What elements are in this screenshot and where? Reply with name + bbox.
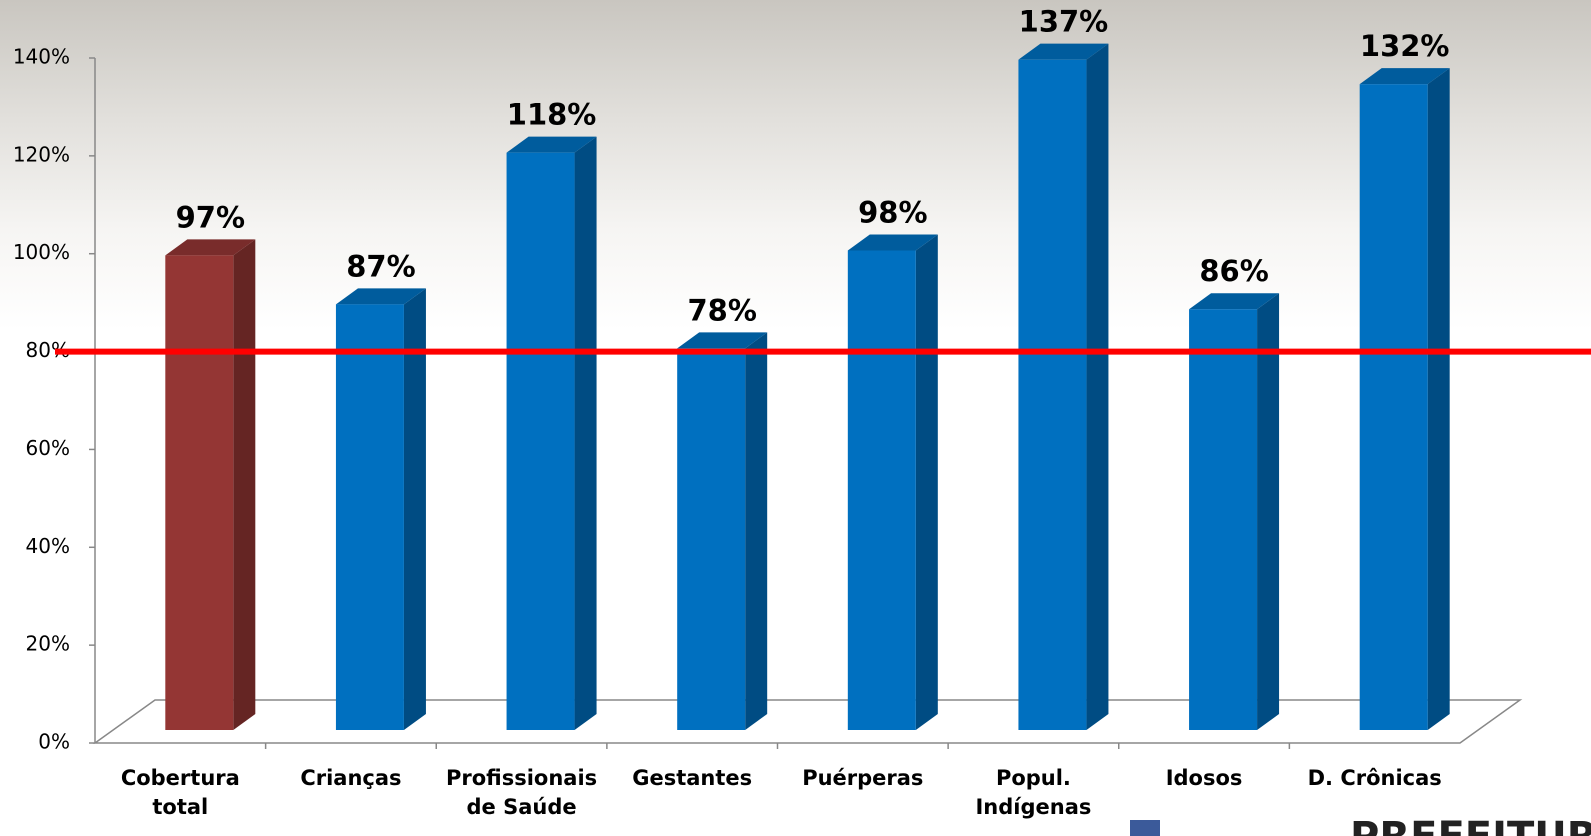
floor [92, 699, 1523, 744]
bar-side [1086, 43, 1109, 730]
y-tick-label: 120% [13, 142, 70, 166]
x-tick-label: D. Crônicas [1307, 766, 1442, 790]
bar-top [677, 332, 768, 349]
bar [847, 250, 916, 730]
value-label: 97% [176, 200, 245, 234]
bar-top [165, 239, 256, 256]
x-tick-label: Cobertura total [120, 766, 240, 819]
bar-side [233, 239, 256, 730]
bar-top [506, 136, 597, 153]
value-label: 98% [858, 196, 927, 230]
bar-top [1359, 68, 1450, 85]
value-label: 137% [1019, 5, 1109, 39]
bar-top [1018, 43, 1109, 60]
logo-mark [1130, 820, 1160, 836]
y-tick-label: 140% [13, 45, 70, 69]
bar-top [1189, 293, 1280, 310]
x-tick-label: Crianças [300, 766, 402, 790]
y-tick-label: 20% [26, 632, 70, 656]
x-tick-label: Profissionais de Saúde [445, 766, 598, 819]
value-label: 78% [687, 293, 756, 327]
bar-side [915, 234, 938, 730]
bar-side [1427, 68, 1450, 730]
y-tick-label: 100% [13, 240, 70, 264]
value-label: 87% [346, 249, 415, 283]
bar-side [403, 288, 426, 730]
bar-top [335, 288, 426, 305]
value-label: 118% [507, 98, 597, 132]
bar [1189, 309, 1258, 730]
footer-logo: PREFEITURA [1350, 814, 1591, 836]
bar [335, 304, 404, 730]
bar [677, 348, 746, 730]
x-tick-label: Puérperas [802, 766, 924, 790]
bar [1018, 59, 1087, 730]
bar-side [1257, 293, 1280, 730]
y-tick-label: 60% [26, 436, 70, 460]
x-tick-label: Gestantes [632, 766, 753, 790]
bar-side [574, 136, 597, 731]
value-label: 132% [1360, 29, 1450, 63]
bar [506, 152, 575, 731]
y-tick-label: 40% [26, 534, 70, 558]
bar-top [847, 234, 938, 251]
y-tick-label: 0% [38, 730, 70, 754]
value-label: 86% [1199, 254, 1268, 288]
bar [165, 255, 234, 730]
bar-side [745, 332, 768, 730]
x-tick-label: Idosos [1165, 766, 1243, 790]
x-tick-label: Popul. Indígenas [975, 766, 1092, 819]
bar [1359, 84, 1428, 730]
